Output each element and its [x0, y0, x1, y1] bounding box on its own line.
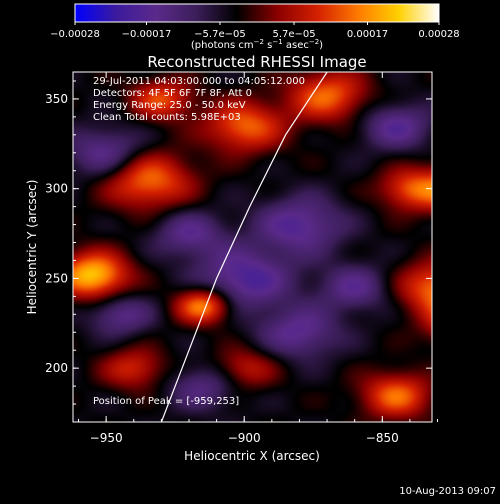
- x-tick-label: −850: [366, 431, 399, 445]
- x-axis-ticks: −950−900−850−800: [78, 72, 439, 445]
- colorbar-tick-label: −0.00017: [122, 29, 172, 40]
- y-tick-label: 300: [45, 182, 68, 196]
- annotation-detectors: Detectors: 4F 5F 6F 7F 8F, Att 0: [93, 88, 252, 99]
- y-axis-ticks: 200 250 300 350: [45, 80, 432, 405]
- x-tick-label: −950: [90, 431, 123, 445]
- x-axis-label: Heliocentric X (arcsec): [184, 449, 320, 463]
- heatmap-plot: [73, 72, 432, 422]
- annotations: 29-Jul-2011 04:03:00.000 to 04:05:12.000…: [93, 76, 305, 407]
- colorbar-tick-label: −0.00028: [50, 29, 100, 40]
- annotation-time-range: 29-Jul-2011 04:03:00.000 to 04:05:12.000: [93, 76, 305, 87]
- colorbar-gradient: [74, 3, 440, 23]
- y-axis-label: Heliocentric Y (arcsec): [25, 180, 39, 315]
- footer-date: 10-Aug-2013 09:07: [399, 486, 496, 497]
- y-tick-label: 250: [45, 271, 68, 285]
- colorbar-tick-label: 5.7e−05: [272, 29, 315, 40]
- x-tick-label: −900: [228, 431, 261, 445]
- colorbar-tick-label: 0.00017: [347, 29, 388, 40]
- peak-position-label: Position of Peak = [-959,253]: [93, 396, 239, 407]
- chart-title: Reconstructed RHESSI Image: [147, 53, 366, 71]
- y-tick-label: 200: [45, 361, 68, 375]
- y-tick-label: 350: [45, 92, 68, 106]
- plot-frame: [72, 71, 433, 423]
- annotation-total-counts: Clean Total counts: 5.98E+03: [93, 112, 241, 123]
- heatmap-image: [73, 72, 432, 422]
- annotation-energy-range: Energy Range: 25.0 - 50.0 keV: [93, 100, 246, 111]
- colorbar-tick-label: −5.7e−05: [194, 29, 246, 40]
- colorbar-units-label: (photons cm−2 s−1 asec−2): [191, 38, 323, 51]
- colorbar-tick-label: 0.00028: [418, 29, 459, 40]
- colorbar-ticks: −0.00028 −0.00017 −5.7e−05 5.7e−05 0.00017 0.…: [50, 22, 460, 40]
- colorbar: −0.00028 −0.00017 −5.7e−05 5.7e−05 0.00017 0.…: [50, 3, 460, 51]
- solar-limb-line: [160, 72, 328, 422]
